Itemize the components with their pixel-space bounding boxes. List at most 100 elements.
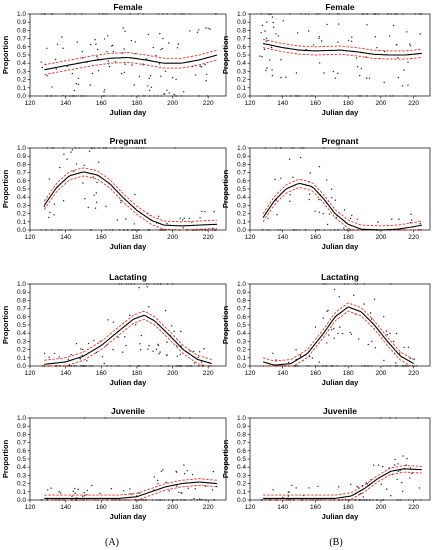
data-point xyxy=(41,499,43,501)
data-point xyxy=(409,477,411,479)
data-point xyxy=(98,13,101,15)
y-tick-label: 0.7 xyxy=(237,306,246,313)
data-point xyxy=(398,218,400,220)
y-tick-label: 0.5 xyxy=(237,322,246,329)
data-point xyxy=(344,365,346,367)
data-point xyxy=(148,306,150,308)
x-tick-label: 140 xyxy=(60,504,71,511)
data-point xyxy=(158,353,160,355)
data-point xyxy=(198,365,200,367)
data-point xyxy=(126,229,128,231)
data-point xyxy=(383,315,385,318)
data-point xyxy=(369,312,372,314)
data-point xyxy=(317,229,319,231)
data-point xyxy=(332,365,334,367)
data-point xyxy=(118,499,121,501)
x-tick-label: 220 xyxy=(408,504,419,511)
y-tick-label: 0.5 xyxy=(17,52,26,59)
data-point xyxy=(124,336,126,338)
data-point xyxy=(264,30,266,32)
data-point xyxy=(303,147,305,149)
data-point xyxy=(186,470,188,472)
y-axis-label: Proportion xyxy=(1,35,10,74)
data-point xyxy=(163,499,166,501)
data-point xyxy=(121,52,123,54)
data-point xyxy=(120,199,122,202)
data-point xyxy=(43,352,46,354)
data-point xyxy=(96,181,98,184)
data-point xyxy=(289,13,291,15)
data-point xyxy=(211,229,213,231)
data-point xyxy=(276,214,278,216)
x-tick-label: 140 xyxy=(60,100,71,107)
data-point xyxy=(69,13,71,15)
data-point xyxy=(157,344,160,347)
data-point xyxy=(178,417,181,419)
data-point xyxy=(111,499,113,501)
data-point xyxy=(145,283,148,285)
y-tick-label: 0.7 xyxy=(237,36,246,43)
data-point xyxy=(201,229,203,231)
data-point xyxy=(389,417,391,419)
data-point xyxy=(191,473,194,476)
data-point xyxy=(120,72,123,75)
data-point xyxy=(372,499,374,501)
data-point xyxy=(77,83,80,86)
x-tick-label: 220 xyxy=(203,504,214,511)
data-point xyxy=(266,67,268,69)
data-point xyxy=(366,13,368,15)
data-point xyxy=(343,227,345,229)
data-point xyxy=(145,58,147,60)
data-point xyxy=(414,365,416,367)
data-point xyxy=(157,215,160,217)
data-point xyxy=(363,499,366,501)
data-point xyxy=(129,365,132,367)
data-point xyxy=(107,319,109,321)
data-point xyxy=(122,229,125,231)
y-tick-label: 0.6 xyxy=(237,448,246,455)
data-point xyxy=(267,13,269,15)
data-point xyxy=(409,467,412,469)
data-point xyxy=(418,487,421,489)
data-point xyxy=(52,147,55,149)
x-tick-label: 140 xyxy=(277,504,288,511)
data-point xyxy=(108,65,111,68)
data-point xyxy=(375,499,378,501)
data-point xyxy=(153,283,156,285)
data-point xyxy=(204,499,206,501)
data-point xyxy=(401,365,404,367)
data-point xyxy=(308,487,310,489)
data-point xyxy=(94,207,97,209)
data-point xyxy=(193,362,195,364)
y-tick-label: 0.4 xyxy=(237,60,246,67)
data-point xyxy=(141,499,143,501)
data-point xyxy=(318,229,321,231)
data-point xyxy=(74,492,77,494)
data-point xyxy=(199,65,201,67)
data-point xyxy=(205,80,207,82)
data-point xyxy=(318,361,320,363)
data-point xyxy=(390,495,392,497)
data-point xyxy=(66,13,68,15)
data-point xyxy=(205,27,207,29)
data-point xyxy=(405,365,407,367)
data-point xyxy=(41,13,43,15)
data-point xyxy=(308,198,310,201)
data-point xyxy=(368,77,371,80)
data-point xyxy=(389,35,391,37)
data-point xyxy=(171,283,174,285)
data-point xyxy=(93,339,95,341)
panel-title: Pregnant xyxy=(322,136,359,146)
plot-frame xyxy=(29,13,227,97)
data-point xyxy=(151,499,154,501)
y-tick-label: 0.9 xyxy=(237,423,246,430)
data-point xyxy=(43,13,45,15)
plot-frame xyxy=(249,417,431,501)
data-point xyxy=(200,361,203,363)
data-point xyxy=(149,95,151,97)
data-point xyxy=(269,499,271,501)
data-point xyxy=(161,499,163,501)
data-point xyxy=(305,499,307,501)
ci-lower-line xyxy=(43,175,218,231)
data-point xyxy=(301,147,304,149)
